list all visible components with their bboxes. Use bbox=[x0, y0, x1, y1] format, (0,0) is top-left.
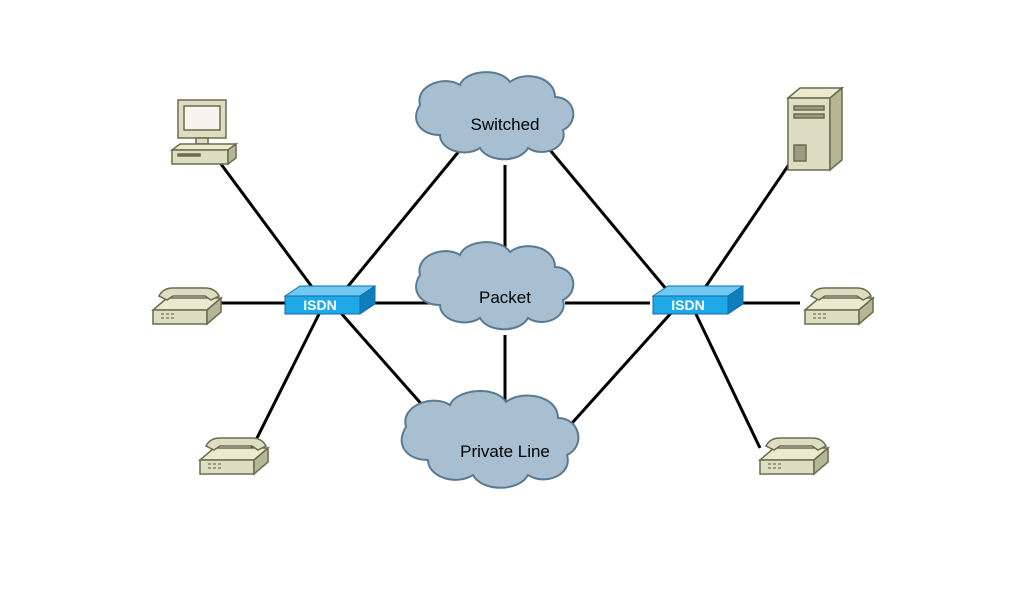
cloud-packet bbox=[416, 242, 573, 329]
server-icon bbox=[788, 88, 842, 170]
phone-icon bbox=[805, 288, 873, 324]
phone-icon bbox=[200, 438, 268, 474]
cloud-packet-label: Packet bbox=[479, 288, 531, 308]
router-right-label: ISDN bbox=[671, 297, 704, 313]
cloud-private bbox=[402, 391, 579, 488]
cloud-private-label: Private Line bbox=[460, 442, 550, 462]
router-left-label: ISDN bbox=[303, 297, 336, 313]
phone-icon bbox=[153, 288, 221, 324]
cloud-switched-label: Switched bbox=[471, 115, 540, 135]
computer-icon bbox=[172, 100, 236, 164]
phone-icon bbox=[760, 438, 828, 474]
